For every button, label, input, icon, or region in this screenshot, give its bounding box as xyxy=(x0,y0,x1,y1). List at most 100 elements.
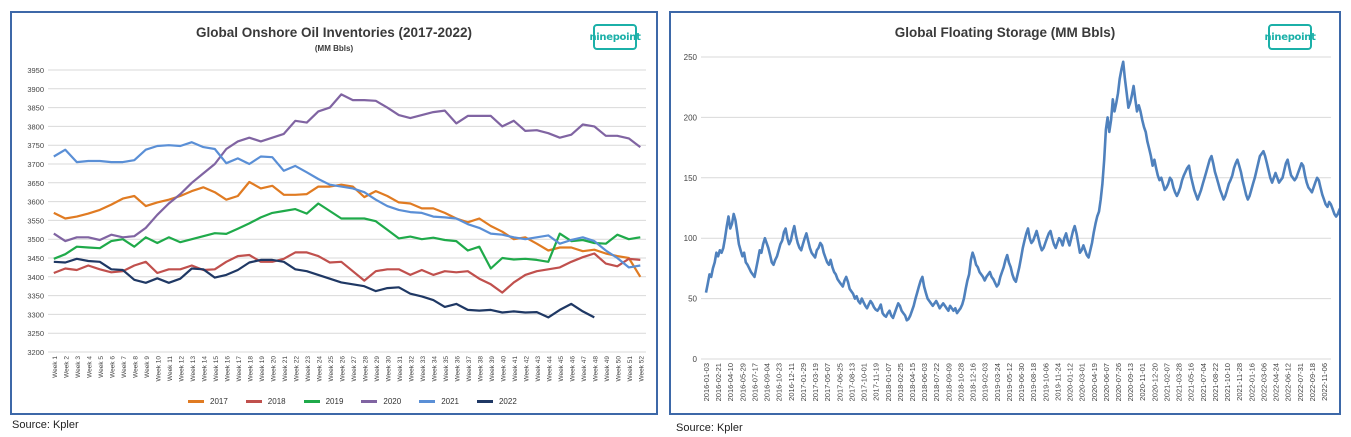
x-tick-label: 2016-01-03 xyxy=(702,363,711,401)
x-tick-label: Week 24 xyxy=(316,356,323,382)
x-tick-label: 2020-07-26 xyxy=(1114,363,1123,401)
x-tick-label: Week 3 xyxy=(75,356,82,378)
y-tick-label: 3500 xyxy=(27,235,44,244)
source-note-left: Source: Kpler xyxy=(12,419,79,431)
y-tick-label: 150 xyxy=(684,174,698,183)
ninepoint-logo: ninepoint xyxy=(1264,24,1316,50)
x-tick-label: 2020-12-20 xyxy=(1150,363,1159,401)
x-tick-label: 2022-11-06 xyxy=(1320,363,1329,401)
x-tick-label: Week 19 xyxy=(259,356,266,382)
y-tick-label: 3800 xyxy=(27,122,44,131)
x-tick-label: 2020-03-01 xyxy=(1078,363,1087,401)
x-tick-label: 2016-10-23 xyxy=(775,363,784,401)
legend-item-2022: 2022 xyxy=(476,397,517,406)
y-tick-label: 3250 xyxy=(27,329,44,338)
x-tick-label: Week 30 xyxy=(385,356,392,382)
x-tick-label: 2022-01-16 xyxy=(1247,363,1256,401)
x-tick-label: 2020-06-07 xyxy=(1102,363,1111,401)
x-tick-label: 2016-07-17 xyxy=(750,363,759,401)
x-tick-label: 2017-08-13 xyxy=(847,363,856,401)
x-tick-label: Week 27 xyxy=(351,356,358,382)
series-line-2021 xyxy=(53,141,641,269)
x-tick-label: 2022-04-24 xyxy=(1272,363,1281,401)
x-tick-label: Week 50 xyxy=(615,356,622,382)
x-tick-label: 2021-07-04 xyxy=(1199,363,1208,401)
x-tick-label: Week 46 xyxy=(569,356,576,382)
y-tick-label: 3950 xyxy=(27,66,44,75)
legend-label: 2021 xyxy=(441,397,459,406)
x-tick-label: Week 26 xyxy=(339,356,346,382)
legend-label: 2022 xyxy=(498,397,517,406)
x-tick-label: Week 10 xyxy=(155,356,162,382)
x-tick-label: Week 8 xyxy=(132,356,139,378)
x-tick-label: 2016-09-04 xyxy=(763,363,772,401)
legend-swatch xyxy=(245,400,262,403)
x-tick-label: Week 33 xyxy=(420,356,427,382)
x-tick-label: 2016-04-10 xyxy=(726,363,735,401)
legend-item-2020: 2020 xyxy=(361,397,401,406)
x-tick-label: Week 15 xyxy=(213,356,220,382)
onshore-inventories-chart: Global Onshore Oil Inventories (2017-202… xyxy=(10,11,658,415)
series-line-2020 xyxy=(53,93,641,243)
floating-storage-chart: Global Floating Storage (MM Bbls) ninepo… xyxy=(669,11,1341,415)
series-line-2018 xyxy=(53,251,641,294)
x-tick-label: 2020-09-13 xyxy=(1126,363,1135,401)
legend-item-2021: 2021 xyxy=(419,397,459,406)
chart-title: Global Floating Storage (MM Bbls) xyxy=(894,25,1116,40)
floating-storage-line xyxy=(704,60,1339,322)
x-tick-label: Week 7 xyxy=(121,356,128,378)
x-tick-label: 2017-03-19 xyxy=(811,363,820,401)
x-tick-label: 2017-06-25 xyxy=(835,363,844,401)
x-tick-label: 2022-06-12 xyxy=(1284,363,1293,401)
x-tick-label: 2017-10-01 xyxy=(860,363,869,401)
x-tick-label: 2020-11-01 xyxy=(1138,363,1147,401)
legend-swatch xyxy=(476,400,493,403)
x-tick-label: 2016-02-21 xyxy=(714,363,723,401)
x-tick-label: Week 11 xyxy=(167,356,174,381)
y-tick-label: 0 xyxy=(693,355,698,364)
x-tick-label: Week 41 xyxy=(512,356,519,382)
x-tick-label: Week 25 xyxy=(328,356,335,382)
chart-title: Global Onshore Oil Inventories (2017-202… xyxy=(195,25,473,40)
legend-swatch xyxy=(303,400,320,403)
chart-subtitle: (MM Bbls) xyxy=(314,44,354,53)
y-tick-label: 50 xyxy=(688,295,697,304)
x-tick-label: Week 40 xyxy=(500,356,507,382)
legend-item-2018: 2018 xyxy=(245,397,286,406)
legend-label: 2017 xyxy=(210,397,228,406)
y-tick-label: 3700 xyxy=(27,160,44,169)
x-tick-label: 2018-09-09 xyxy=(944,363,953,401)
legend-label: 2018 xyxy=(267,397,286,406)
x-tick-label: Week 28 xyxy=(362,356,369,382)
x-tick-label: 2018-06-03 xyxy=(920,363,929,401)
ninepoint-logo: ninepoint xyxy=(589,24,641,50)
x-tick-label: Week 49 xyxy=(604,356,611,382)
y-tick-label: 3850 xyxy=(27,104,44,113)
x-tick-label: Week 29 xyxy=(374,356,381,382)
x-tick-label: Week 31 xyxy=(397,356,404,382)
y-tick-label: 3750 xyxy=(27,141,44,150)
x-tick-label: 2019-02-03 xyxy=(981,363,990,401)
x-tick-label: Week 38 xyxy=(477,356,484,382)
x-tick-label: 2018-07-22 xyxy=(932,363,941,401)
y-tick-label: 100 xyxy=(684,234,698,243)
x-tick-label: Week 34 xyxy=(431,356,438,382)
legend-swatch xyxy=(419,400,436,403)
x-tick-label: 2019-05-12 xyxy=(1005,363,1014,401)
x-tick-label: 2021-03-28 xyxy=(1175,363,1184,401)
x-tick-label: Week 6 xyxy=(109,356,116,378)
y-tick-label: 200 xyxy=(684,113,698,122)
y-tick-label: 3650 xyxy=(27,179,44,188)
x-tick-label: Week 18 xyxy=(247,356,254,382)
x-tick-label: Week 45 xyxy=(558,356,565,382)
x-tick-label: 2016-05-29 xyxy=(738,363,747,401)
x-tick-label: 2018-02-25 xyxy=(896,363,905,401)
x-tick-label: 2017-01-29 xyxy=(799,363,808,401)
x-tick-label: Week 39 xyxy=(489,356,496,382)
x-tick-label: 2018-12-16 xyxy=(969,363,978,401)
y-tick-label: 3200 xyxy=(27,348,44,357)
y-tick-label: 3600 xyxy=(27,198,44,207)
series-line-2019 xyxy=(53,202,641,270)
x-tick-label: Week 43 xyxy=(535,356,542,382)
